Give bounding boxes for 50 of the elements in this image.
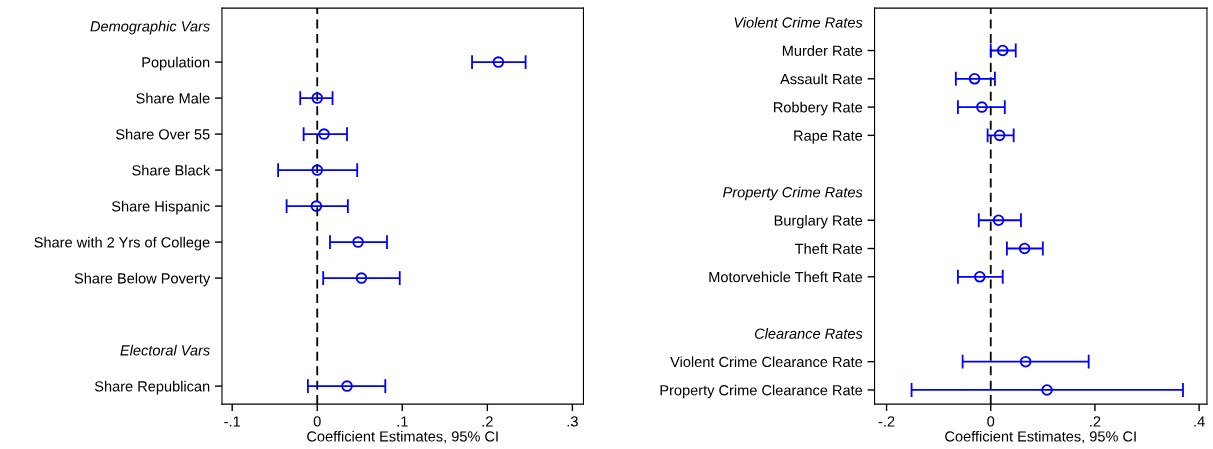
y-tick-label: Rape Rate xyxy=(794,130,863,144)
y-tick-label: Share with 2 Yrs of College xyxy=(34,236,210,251)
y-tick-label: Demographic Vars xyxy=(90,20,210,35)
y-tick-label: Share Republican xyxy=(94,380,210,395)
y-tick-label: Property Crime Clearance Rate xyxy=(660,384,863,399)
y-tick-label: Theft Rate xyxy=(795,243,863,254)
y-tick-label: Clearance Rates xyxy=(754,328,863,339)
point xyxy=(976,101,988,113)
y-tick-label: Share Hispanic xyxy=(111,200,210,215)
point xyxy=(974,271,986,283)
y-tick-label: Robbery Rate xyxy=(773,101,863,116)
x-axis-title: Coefficient Estimates, 95% CI xyxy=(945,430,1136,444)
point xyxy=(968,73,981,85)
point xyxy=(492,56,505,68)
y-tick-label: Population xyxy=(142,56,210,71)
point xyxy=(992,214,1005,227)
y-tick-label: Share Male xyxy=(136,92,210,104)
x-tick-label: .1 xyxy=(397,416,408,427)
x-tick-label: .2 xyxy=(482,416,493,427)
point xyxy=(1018,242,1031,255)
point xyxy=(1019,355,1032,368)
x-tick-label: 0 xyxy=(313,416,321,427)
y-tick-label: Share Below Poverty xyxy=(74,272,211,287)
point xyxy=(1041,384,1053,396)
point xyxy=(318,128,330,140)
y-tick-label: Electoral Vars xyxy=(120,344,210,356)
point xyxy=(352,236,364,248)
point xyxy=(310,200,323,212)
point xyxy=(311,92,324,104)
point xyxy=(996,44,1009,57)
y-tick-label: Property Crime Rates xyxy=(723,186,863,201)
x-tick-label: .2 xyxy=(1090,416,1101,427)
y-tick-label: Violent Crime Clearance Rate xyxy=(670,356,863,368)
y-tick-label: Burglary Rate xyxy=(774,214,863,229)
x-tick-label: -.1 xyxy=(224,416,240,427)
x-tick-label: 0 xyxy=(987,416,995,427)
y-tick-label: Motorvehicle Theft Rate xyxy=(709,271,863,283)
point xyxy=(993,129,1006,142)
y-tick-label: Assault Rate xyxy=(780,73,863,85)
point xyxy=(341,380,353,392)
x-tick-label: -.2 xyxy=(878,416,895,427)
y-tick-label: Share Black xyxy=(132,164,211,176)
x-tick-label: .4 xyxy=(1194,416,1205,427)
x-axis-title: Coefficient Estimates, 95% CI xyxy=(307,430,498,444)
y-tick-label: Violent Crime Rates xyxy=(734,16,863,28)
x-tick-label: .3 xyxy=(567,416,578,427)
y-tick-label: Murder Rate xyxy=(782,45,863,56)
y-tick-label: Share Over 55 xyxy=(116,128,210,140)
point xyxy=(355,272,368,284)
point xyxy=(311,164,324,176)
